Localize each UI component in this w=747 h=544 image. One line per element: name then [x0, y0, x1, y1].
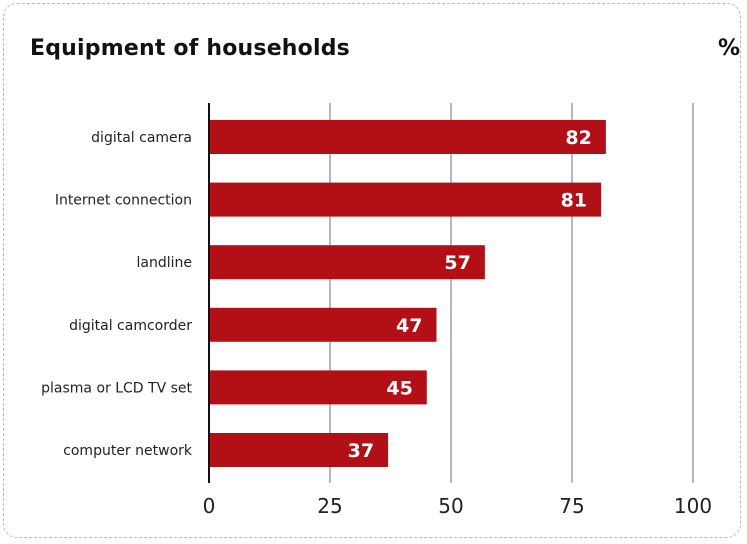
x-tick-label-50: 50	[438, 494, 463, 518]
bar-0	[209, 120, 606, 154]
bar-5	[209, 433, 389, 467]
data-label-5: 37	[348, 440, 374, 462]
category-label-2: landline	[137, 255, 193, 271]
chart-frame	[3, 3, 741, 538]
category-label-0: digital camera	[91, 130, 192, 146]
data-label-0: 82	[565, 127, 591, 149]
data-label-2: 57	[444, 252, 470, 274]
category-label-4: plasma or LCD TV set	[41, 380, 192, 396]
x-tick-label-75: 75	[559, 494, 584, 518]
unit-label: %	[718, 36, 741, 61]
category-label-1: Internet connection	[55, 193, 192, 209]
chart-title: Equipment of households	[30, 36, 350, 61]
data-label-1: 81	[561, 190, 587, 212]
x-tick-label-25: 25	[317, 494, 342, 518]
x-tick-label-0: 0	[203, 494, 216, 518]
category-label-5: computer network	[63, 443, 193, 459]
bar-3	[209, 307, 437, 342]
bar-1	[209, 182, 602, 217]
bar-4	[209, 370, 427, 405]
bar-2	[209, 245, 485, 280]
category-label-3: digital camcorder	[69, 318, 192, 334]
x-tick-label-100: 100	[674, 494, 712, 518]
data-label-4: 45	[386, 377, 412, 399]
data-label-3: 47	[396, 315, 422, 337]
